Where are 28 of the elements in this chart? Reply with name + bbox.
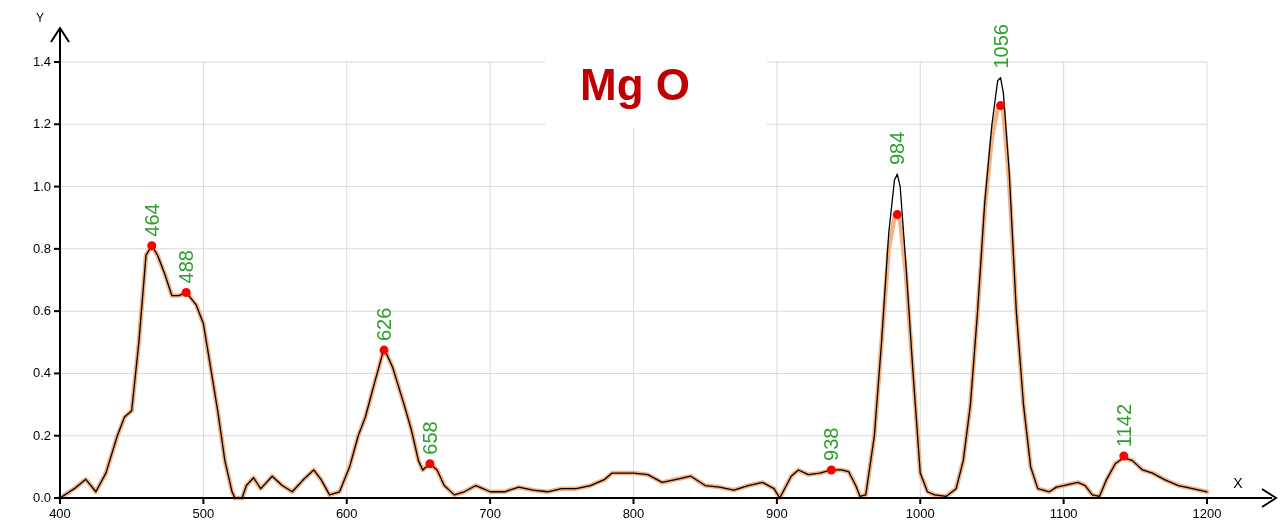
y-tick-label: 0.8 (32, 240, 51, 256)
y-tick-label: 0.4 (32, 365, 51, 381)
y-tick-label: 0.2 (32, 427, 51, 443)
annotation: 1142 (1112, 403, 1135, 447)
annotation: 626 (373, 307, 396, 342)
y-axis-title: Y (35, 11, 45, 25)
annotation: 1056 (989, 24, 1012, 69)
x-tick-label: 1000 (905, 506, 935, 521)
x-tick-label: 700 (479, 506, 501, 521)
y-tick-label: 0.0 (32, 490, 51, 505)
y-tick-label: 0.6 (32, 303, 51, 319)
x-tick-label: 400 (49, 506, 71, 521)
annotation: 938 (820, 427, 843, 461)
y-tick-label: 1.4 (32, 54, 51, 69)
annotation: 658 (418, 421, 441, 455)
x-tick-label: 1100 (1049, 506, 1078, 521)
x-tick-label: 800 (622, 506, 645, 521)
annotation: 984 (886, 131, 909, 166)
x-tick-label: 1200 (1192, 506, 1222, 521)
x-axis-title: X (1233, 475, 1244, 491)
x-tick-label: 500 (192, 506, 215, 521)
x-tick-label: 900 (766, 506, 788, 521)
y-tick-label: 1.2 (32, 116, 51, 132)
chart-title: Mg O (580, 59, 690, 109)
annotation: 488 (175, 250, 198, 284)
x-tick-label: 600 (335, 506, 358, 521)
annotation: 464 (140, 203, 163, 237)
y-tick-label: 1.0 (32, 178, 51, 194)
